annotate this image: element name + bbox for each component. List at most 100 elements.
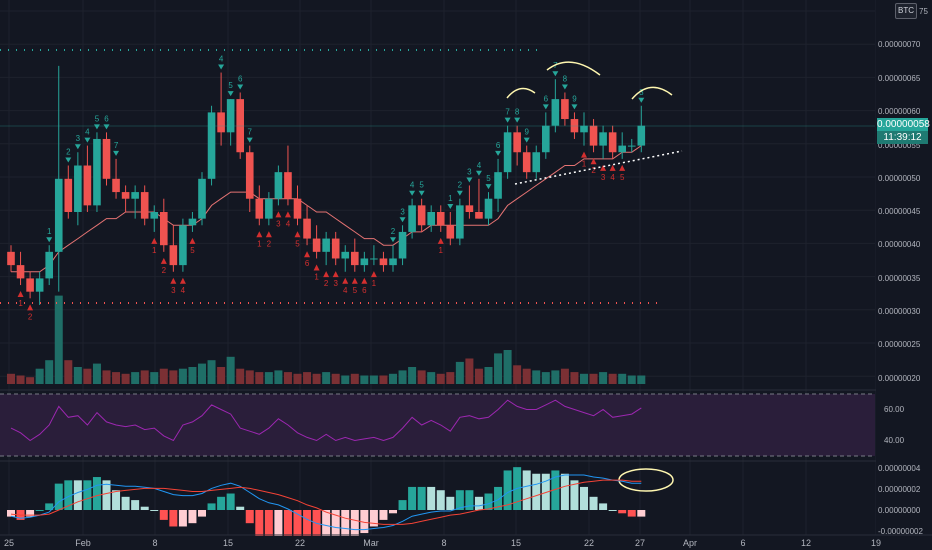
candle-body	[188, 218, 197, 226]
macd-histogram-bar	[541, 473, 550, 510]
td-sell-marker	[523, 137, 530, 143]
td-sell-label: 3	[76, 134, 81, 143]
time-label: 25	[4, 538, 14, 548]
volume-bar	[532, 370, 541, 384]
time-axis: 25 Feb 8 15 22 Mar 8 15 22 27 Apr 6 12 19	[0, 534, 932, 550]
macd-histogram-bar	[389, 510, 397, 514]
td-buy-label: 1	[372, 279, 377, 288]
volume-bar	[217, 367, 226, 384]
macd-histogram-bar	[207, 503, 216, 510]
macd-histogram-bar	[274, 510, 283, 543]
td-buy-marker	[361, 277, 368, 284]
top-arc-1	[506, 87, 536, 99]
time-label: 15	[223, 538, 233, 548]
volume-bar	[83, 368, 92, 384]
volume-bar	[121, 373, 130, 384]
volume-bar	[446, 372, 455, 384]
td-buy-marker	[275, 211, 282, 218]
volume-bar	[159, 368, 168, 384]
volume-bar	[7, 373, 15, 384]
macd-histogram-bar	[484, 493, 493, 510]
td-sell-marker	[93, 124, 100, 130]
macd-histogram-bar	[226, 493, 235, 510]
macd-histogram-bar	[551, 470, 560, 510]
currency-badge[interactable]: BTC	[895, 3, 917, 19]
candles	[7, 65, 646, 305]
axis-background	[876, 0, 932, 535]
td-sell-marker	[409, 190, 416, 196]
macd-histogram-bar	[408, 486, 417, 510]
candle-body	[389, 258, 397, 266]
user-drawings	[0, 49, 683, 492]
volume-bar	[369, 375, 378, 384]
candle-body	[331, 238, 340, 259]
td-sell-label: 9	[572, 94, 577, 103]
candle-body	[293, 198, 302, 219]
td-buy-label: 6	[305, 259, 310, 268]
td-buy-label: 1	[439, 246, 444, 255]
td-sell-label: 3	[639, 88, 644, 97]
td-sell-label: 7	[505, 108, 510, 117]
rsi-pane	[0, 389, 932, 457]
candle-body	[436, 212, 445, 226]
td-sell-label: 5	[419, 181, 424, 190]
candle-body	[54, 178, 63, 252]
volume-bar	[350, 373, 359, 384]
ema-path	[11, 145, 642, 273]
macd-histogram-bar	[417, 486, 426, 510]
candle-body	[475, 212, 483, 219]
macd-histogram-bar	[92, 477, 101, 510]
td-sell-label: 5	[95, 114, 100, 123]
td-buy-label: 1	[257, 239, 262, 248]
volume-bar	[360, 375, 369, 384]
macd-histogram-bar	[83, 480, 92, 510]
td-sell-label: 6	[496, 141, 501, 150]
td-buy-label: 1	[582, 160, 587, 169]
volume-bars	[7, 295, 646, 384]
time-label: Apr	[683, 538, 697, 548]
td-buy-marker	[590, 158, 597, 165]
td-buy-label: 5	[353, 286, 358, 295]
candle-body	[284, 172, 292, 199]
price-label: 0.00000065	[878, 74, 921, 83]
candle-body	[236, 99, 244, 153]
volume-bar	[599, 372, 608, 384]
macd-label: 0.00000002	[878, 485, 921, 494]
volume-bar	[398, 370, 407, 384]
volume-bar	[455, 361, 464, 384]
volume-bar	[474, 368, 483, 384]
td-buy-marker	[265, 231, 272, 238]
macd-histogram-bar	[331, 510, 340, 550]
volume-bar	[436, 373, 445, 384]
volume-bar	[389, 373, 397, 384]
volume-bar	[541, 372, 550, 384]
price-label: 0.00000045	[878, 207, 921, 216]
signal-line	[10, 479, 642, 525]
time-label: 22	[295, 538, 305, 548]
td-sell-label: 6	[544, 94, 549, 103]
candle-body	[456, 205, 464, 239]
candle-body	[532, 152, 541, 173]
macd-histogram-bar	[570, 480, 579, 510]
macd-histogram-bar	[140, 506, 149, 510]
td-buy-marker	[332, 271, 339, 278]
time-label: Feb	[75, 538, 91, 548]
candle-body	[226, 99, 235, 133]
candle-body	[245, 152, 254, 199]
candle-body	[102, 138, 111, 179]
td-sell-marker	[113, 150, 120, 156]
td-buy-label: 5	[620, 173, 625, 182]
macd-histogram-bar	[293, 510, 302, 550]
price-label: 0.00000060	[878, 107, 921, 116]
candle-body	[217, 112, 225, 133]
macd-histogram-bar	[465, 490, 474, 510]
td-buy-label: 2	[28, 312, 33, 321]
volume-bar	[73, 367, 82, 384]
td-sell-label: 7	[553, 61, 558, 70]
volume-bar	[341, 375, 350, 384]
macd-histogram-bar	[255, 510, 264, 537]
macd-histogram-bar	[159, 510, 168, 520]
volume-bar	[169, 370, 178, 384]
